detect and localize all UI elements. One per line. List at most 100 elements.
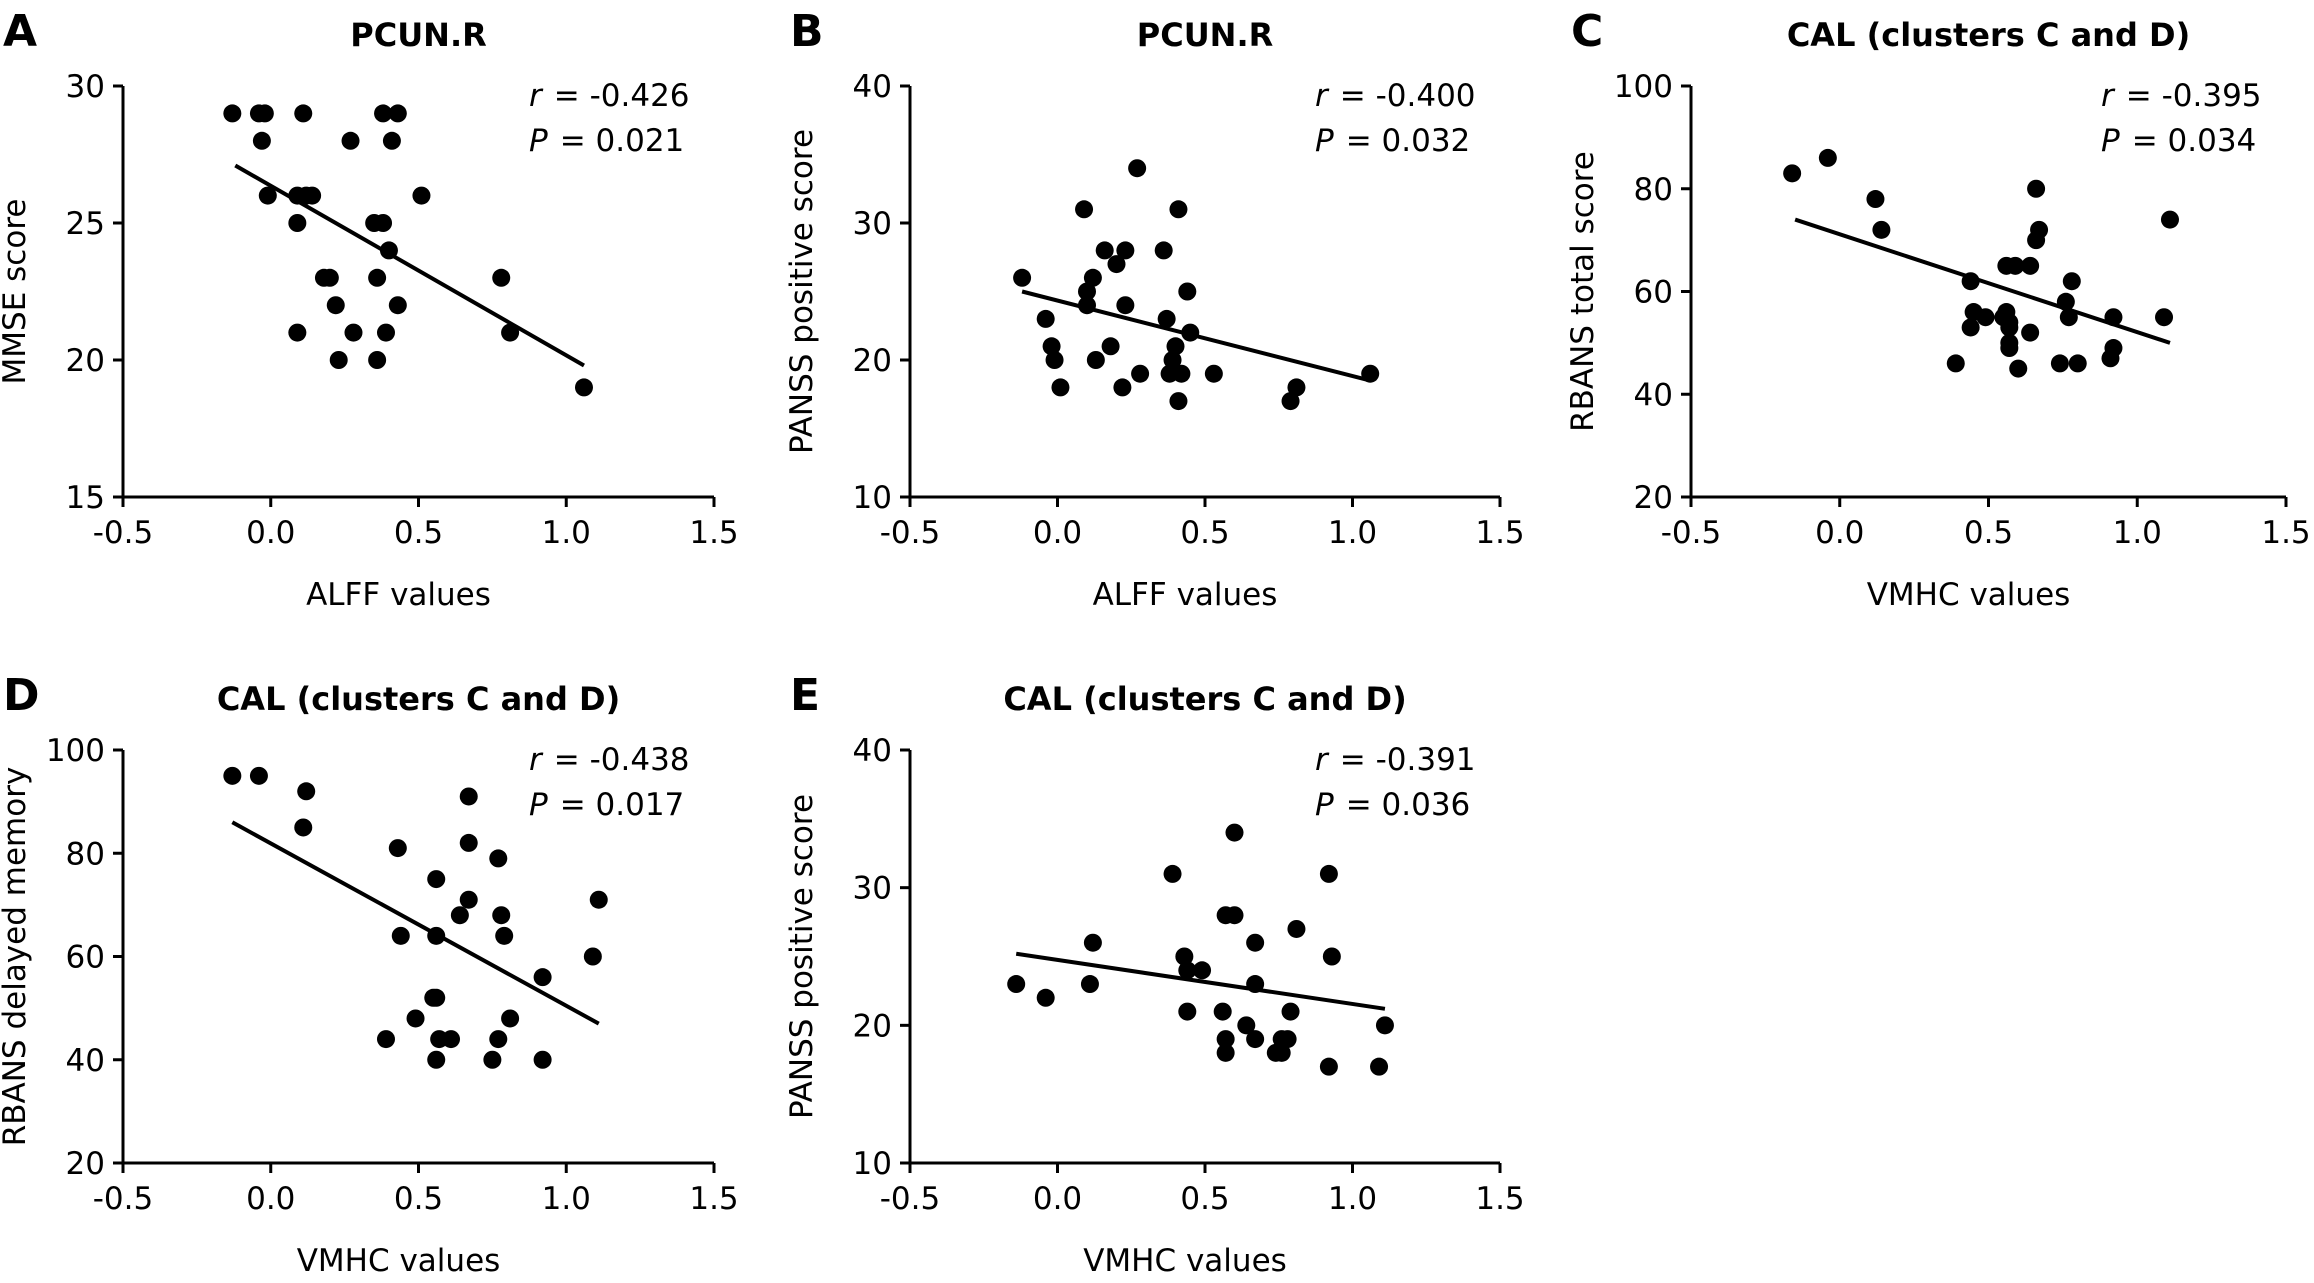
y-tick-label: 80 [1634,172,1673,208]
p-statistic: P = 0.021 [529,123,684,159]
data-point [1157,309,1176,328]
data-point [1051,378,1070,397]
data-point [341,131,360,150]
regression-line [231,820,600,1026]
y-tick-label: 20 [66,343,105,379]
x-tick-label: 0.0 [1033,515,1082,551]
data-point [459,833,478,852]
data-point [1866,190,1885,209]
panel-letter: B [790,6,824,57]
y-axis-title: MMSE score [0,199,33,385]
y-tick-label: 20 [853,343,892,379]
data-point [258,186,277,205]
x-tick-label: 1.0 [542,515,591,551]
p-value: = 0.032 [1346,123,1471,159]
data-point [297,782,316,801]
p-symbol: P [1315,123,1334,159]
p-symbol: P [529,123,548,159]
y-tick-label: 10 [853,1146,892,1182]
data-point [1113,378,1132,397]
data-point [412,186,431,205]
data-point [1237,1016,1256,1035]
data-point [2101,349,2120,368]
chart-title: CAL (clusters C and D) [1003,680,1406,718]
panel-b: B PCUN.R 10 20 30 40 -0.5 0.0 0.5 1.0 1.5 ALFF valu… [784,6,1525,613]
data-point [1319,864,1338,883]
data-point [255,104,274,123]
data-point [1131,364,1150,383]
data-point [1246,933,1265,952]
data-point [1281,392,1300,411]
data-point [391,926,410,945]
data-point [1007,975,1026,994]
data-point [1178,282,1197,301]
data-point [1319,1057,1338,1076]
data-point [2021,323,2040,342]
r-value: = -0.395 [2126,78,2262,114]
data-point [1166,337,1185,356]
x-axis-title: VMHC values [1083,1243,1287,1279]
data-point [1163,864,1182,883]
data-point [1154,241,1173,260]
y-tick-label: 100 [46,733,105,769]
p-value: = 0.021 [560,123,685,159]
data-point [1080,975,1099,994]
y-tick-label: 60 [1634,275,1673,311]
data-point [329,351,348,369]
data-point [459,787,478,806]
r-statistic: r = -0.438 [529,742,690,778]
data-point [427,988,446,1007]
data-point [2009,359,2028,378]
x-axis-title: VMHC values [1867,577,2071,613]
data-point [1175,947,1194,966]
data-point [374,214,393,232]
y-tick-label: 20 [66,1146,105,1182]
data-point [294,818,313,837]
data-point [1036,988,1055,1007]
y-tick-label: 40 [853,69,892,105]
p-statistic: P = 0.032 [1315,123,1470,159]
data-point [489,849,508,868]
r-symbol: r [529,742,544,778]
x-tick-label: -0.5 [1661,515,1722,551]
r-value: = -0.438 [554,742,690,778]
data-point [2000,339,2019,358]
data-point [294,104,313,123]
data-point [501,323,520,342]
data-point [450,906,469,925]
data-point [459,890,478,909]
data-point [1163,351,1182,369]
data-point [223,104,242,123]
y-tick-label: 10 [853,480,892,516]
data-point [382,131,401,150]
data-point [2160,210,2179,229]
data-point [2104,308,2123,327]
data-point [1116,296,1135,315]
data-point [589,890,608,909]
r-value: = -0.400 [1340,78,1476,114]
data-point [1086,351,1105,369]
chart-title: CAL (clusters C and D) [217,680,620,718]
x-tick-label: 1.0 [2113,515,2162,551]
data-point [1045,351,1064,369]
y-axis-title: RBANS delayed memory [0,767,33,1147]
panel-d: D CAL (clusters C and D) 20 40 60 80 100 -0.5 0.… [0,670,739,1279]
data-point [320,268,339,287]
data-point [501,1009,520,1028]
data-point [2062,272,2081,291]
x-tick-label: 0.0 [1815,515,1864,551]
data-point [442,1030,461,1049]
r-statistic: r = -0.395 [2101,78,2262,114]
x-tick-label: 0.5 [394,1181,443,1217]
data-point [1181,323,1200,342]
data-point [249,766,268,785]
p-statistic: P = 0.017 [529,787,684,823]
data-point [1213,1002,1232,1021]
regression-line [1015,951,1386,1011]
data-point [489,1030,508,1049]
y-tick-label: 100 [1614,69,1673,105]
y-tick-label: 15 [66,480,105,516]
p-symbol: P [2101,123,2120,159]
x-tick-label: 1.5 [1475,1181,1524,1217]
data-point [1172,364,1191,383]
